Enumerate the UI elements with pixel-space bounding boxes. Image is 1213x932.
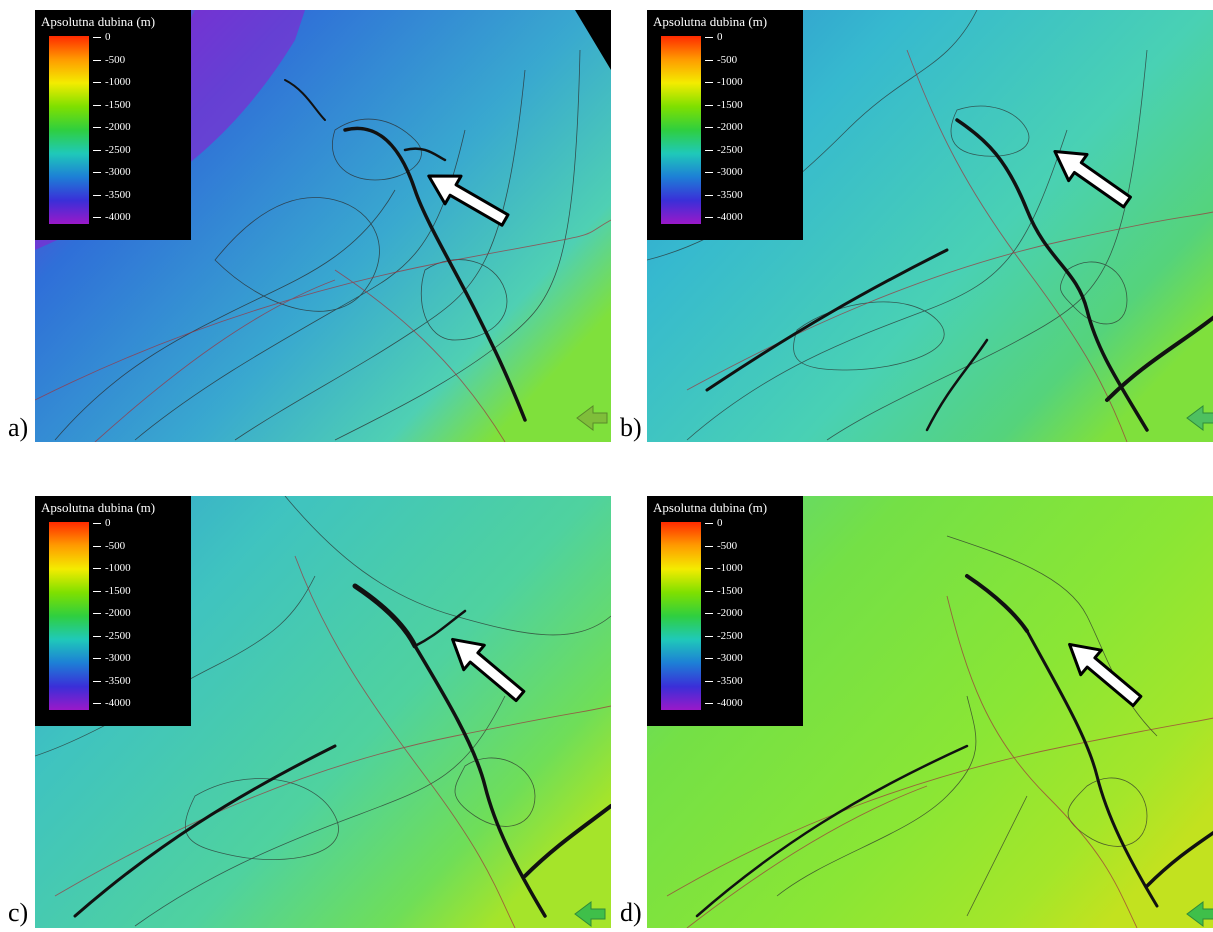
- color-scale-bar: [49, 522, 89, 710]
- legend-tick: 0: [93, 518, 111, 529]
- legend-tick: -500: [93, 55, 125, 66]
- legend-tick: -2500: [93, 631, 131, 642]
- legend-tick: -3000: [93, 167, 131, 178]
- legend-tick: 0: [705, 32, 723, 43]
- legend-tick: -1500: [93, 100, 131, 111]
- legend-tick: -1500: [93, 586, 131, 597]
- legend-tick: -2500: [705, 145, 743, 156]
- legend-tick: -1000: [93, 563, 131, 574]
- legend-tick: 0: [705, 518, 723, 529]
- color-scale-bar: [661, 522, 701, 710]
- legend-tick: -3500: [705, 676, 743, 687]
- legend-tick: -2000: [93, 122, 131, 133]
- panel-label-d: d): [620, 900, 642, 926]
- legend-tick: -3500: [93, 190, 131, 201]
- legend-title: Apsolutna dubina (m): [41, 500, 155, 516]
- legend-a: Apsolutna dubina (m) 0 -500 -1000 -1500 …: [35, 10, 191, 240]
- legend-title: Apsolutna dubina (m): [653, 500, 767, 516]
- legend-tick: -1500: [705, 100, 743, 111]
- legend-tick: -2000: [705, 608, 743, 619]
- legend-tick: -3500: [705, 190, 743, 201]
- legend-tick: -2500: [705, 631, 743, 642]
- legend-tick: -4000: [93, 698, 131, 709]
- panel-label-a: a): [8, 415, 28, 441]
- legend-d: Apsolutna dubina (m) 0 -500 -1000 -1500 …: [647, 496, 803, 726]
- depth-map-b: Apsolutna dubina (m) 0 -500 -1000 -1500 …: [647, 10, 1213, 442]
- legend-tick: -3000: [705, 653, 743, 664]
- legend-tick: -3000: [93, 653, 131, 664]
- legend-tick: -500: [93, 541, 125, 552]
- depth-map-a: Apsolutna dubina (m) 0 -500 -1000 -1500 …: [35, 10, 611, 442]
- depth-map-c: Apsolutna dubina (m) 0 -500 -1000 -1500 …: [35, 496, 611, 928]
- legend-tick: -4000: [705, 212, 743, 223]
- legend-c: Apsolutna dubina (m) 0 -500 -1000 -1500 …: [35, 496, 191, 726]
- depth-map-d: Apsolutna dubina (m) 0 -500 -1000 -1500 …: [647, 496, 1213, 928]
- legend-tick: -500: [705, 541, 737, 552]
- legend-tick: -1000: [93, 77, 131, 88]
- legend-tick: 0: [93, 32, 111, 43]
- color-scale-bar: [661, 36, 701, 224]
- legend-title: Apsolutna dubina (m): [41, 14, 155, 30]
- color-scale-bar: [49, 36, 89, 224]
- legend-tick: -4000: [93, 212, 131, 223]
- legend-tick: -2000: [705, 122, 743, 133]
- legend-tick: -3500: [93, 676, 131, 687]
- legend-tick: -1000: [705, 563, 743, 574]
- legend-tick: -1500: [705, 586, 743, 597]
- legend-tick: -500: [705, 55, 737, 66]
- legend-tick: -2000: [93, 608, 131, 619]
- legend-tick: -3000: [705, 167, 743, 178]
- legend-b: Apsolutna dubina (m) 0 -500 -1000 -1500 …: [647, 10, 803, 240]
- legend-tick: -2500: [93, 145, 131, 156]
- panel-label-b: b): [620, 415, 642, 441]
- legend-tick: -4000: [705, 698, 743, 709]
- legend-title: Apsolutna dubina (m): [653, 14, 767, 30]
- legend-tick: -1000: [705, 77, 743, 88]
- panel-label-c: c): [8, 900, 28, 926]
